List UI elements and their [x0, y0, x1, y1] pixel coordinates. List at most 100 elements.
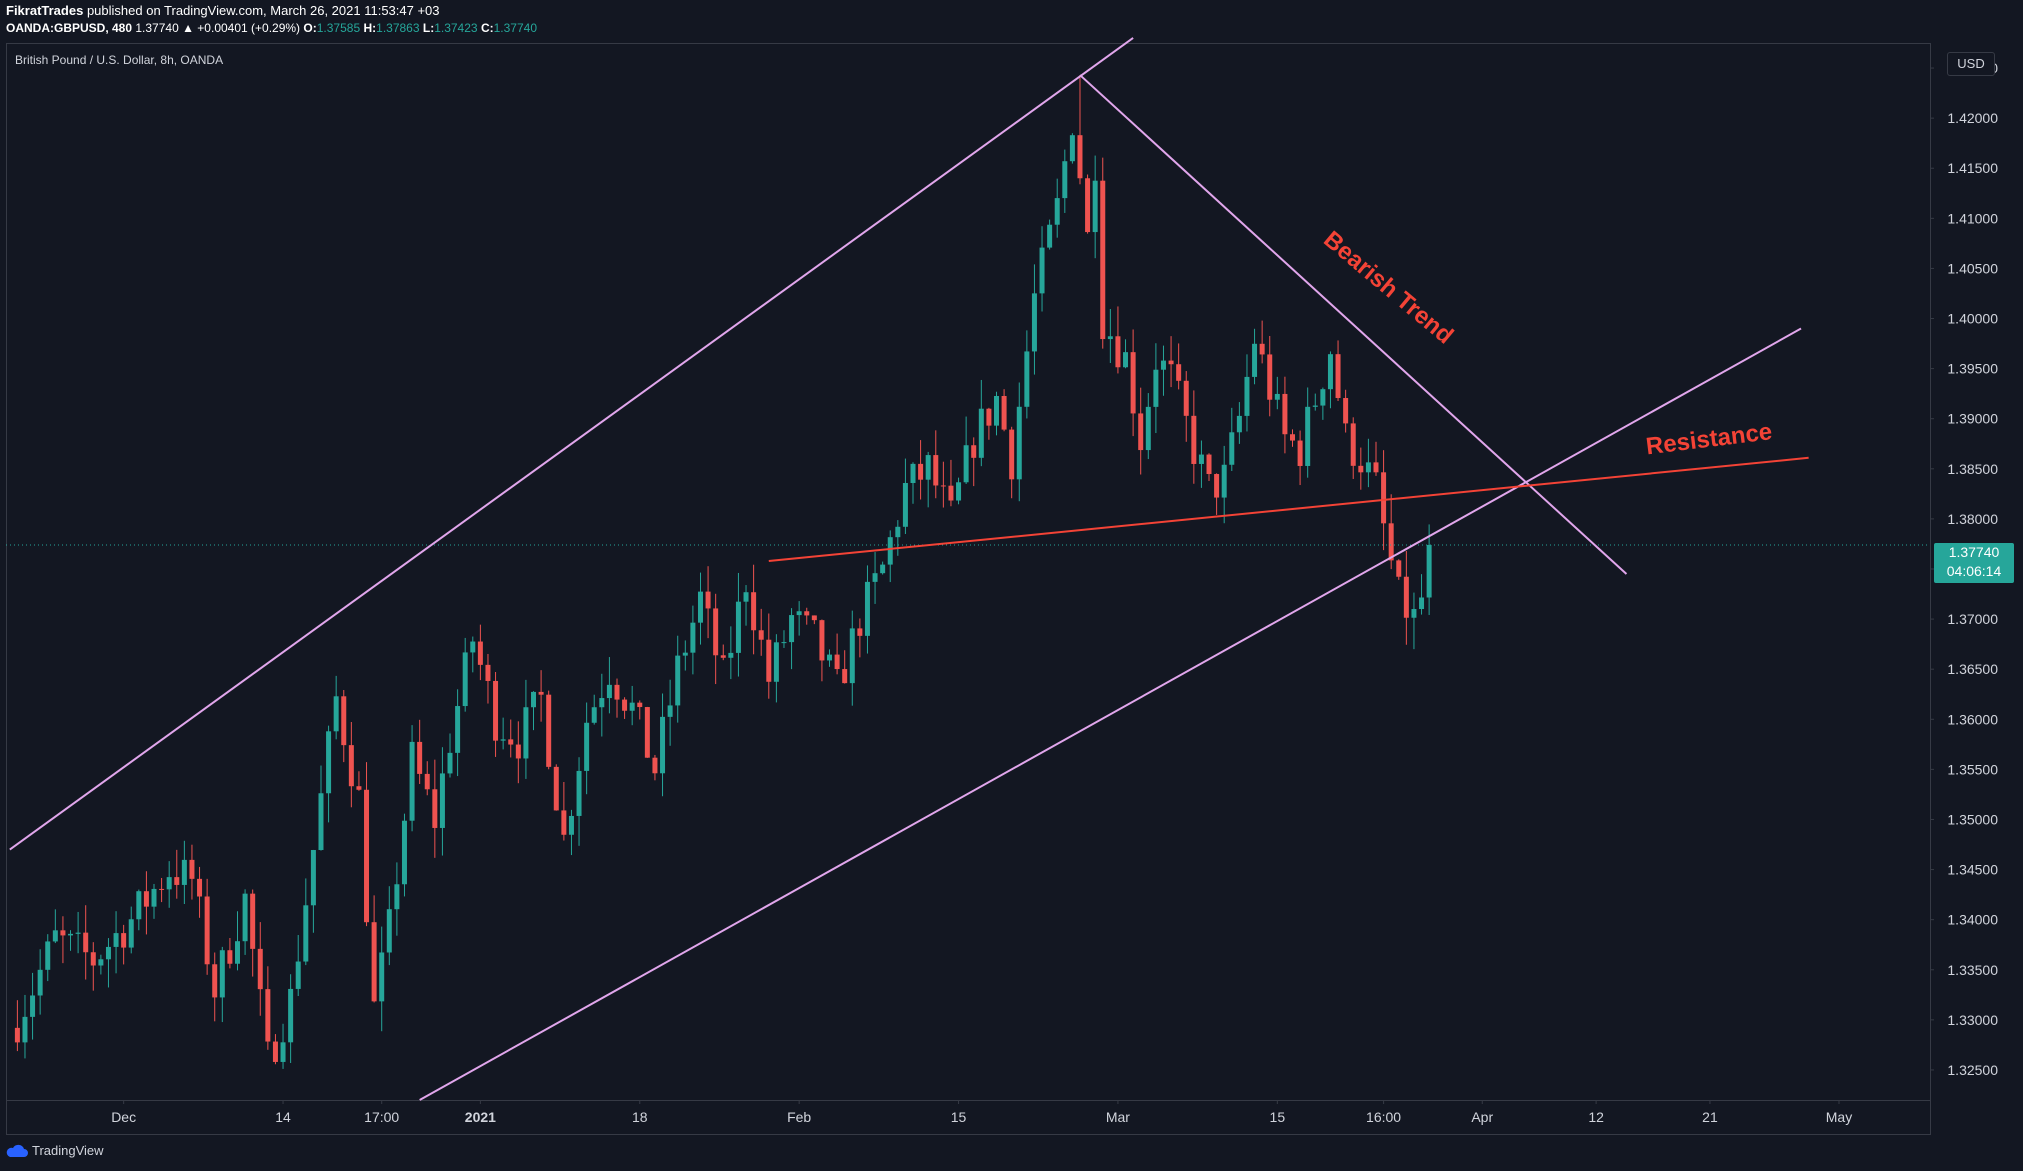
- candle-body: [1297, 440, 1303, 466]
- candle-body: [1039, 247, 1045, 294]
- price-tick-label: 1.39000: [1947, 411, 1998, 427]
- time-tick-label: Dec: [111, 1109, 136, 1125]
- candle-body: [1426, 544, 1432, 598]
- candle-body: [136, 891, 142, 920]
- candle-body: [364, 789, 370, 923]
- resistance-line[interactable]: [768, 456, 1809, 562]
- candle-body: [250, 893, 256, 949]
- price-tick-label: 1.38000: [1947, 511, 1998, 527]
- candle-body: [257, 948, 263, 990]
- candle-body: [1365, 462, 1371, 473]
- candle-body: [781, 642, 787, 644]
- candle-body: [675, 655, 681, 706]
- candle-body: [963, 445, 969, 483]
- candle-body: [508, 739, 514, 745]
- trendlines-layer[interactable]: [6, 37, 1930, 1101]
- price-tick-label: 1.33500: [1947, 962, 1998, 978]
- annotation-label: Resistance: [1644, 418, 1773, 460]
- close-value: 1.37740: [493, 21, 537, 35]
- lower-channel-line[interactable]: [419, 327, 1802, 1101]
- candle-body: [432, 789, 438, 828]
- candle-body: [113, 933, 119, 947]
- candle-body: [584, 722, 590, 771]
- candle-body: [212, 964, 218, 998]
- candle-body: [1092, 180, 1098, 233]
- candle-body: [1130, 352, 1136, 414]
- candle-body: [242, 893, 248, 942]
- candle-body: [1198, 454, 1204, 464]
- candle-body: [1054, 198, 1060, 225]
- candle-body: [326, 731, 332, 794]
- candle-body: [1320, 389, 1326, 406]
- currency-label[interactable]: USD: [1947, 52, 1995, 76]
- price-tick-label: 1.42000: [1947, 110, 1998, 126]
- candle-body: [45, 941, 51, 970]
- price-tick-label: 1.34500: [1947, 862, 1998, 878]
- candle-body: [804, 611, 810, 616]
- price-tick-label: 1.41500: [1947, 160, 1998, 176]
- candle-body: [986, 408, 992, 426]
- candle-body: [637, 702, 643, 708]
- tradingview-logo[interactable]: TradingView: [6, 1143, 104, 1158]
- author-name[interactable]: FikratTrades: [6, 3, 84, 18]
- candle-body: [386, 909, 392, 953]
- time-tick-label: 18: [632, 1109, 648, 1125]
- candle-body: [1244, 376, 1250, 416]
- candle-body: [1305, 406, 1311, 466]
- candle-body: [409, 741, 415, 821]
- time-axis[interactable]: Dec 14 17:00 2021 18 Feb 15 Mar 15 16:00 Apr 12 21 Ma…: [111, 1100, 1852, 1125]
- upper-channel-line[interactable]: [9, 37, 1134, 851]
- publish-info: FikratTrades published on TradingView.co…: [6, 3, 440, 18]
- candle-body: [789, 615, 795, 643]
- time-tick-label: Apr: [1471, 1109, 1493, 1125]
- candle-body: [318, 793, 324, 851]
- price-tick-label: 1.39500: [1947, 361, 1998, 377]
- candle-body: [1176, 364, 1182, 381]
- candle-body: [1259, 343, 1265, 355]
- candle-body: [1115, 336, 1121, 368]
- candle-body: [811, 615, 817, 621]
- candle-body: [227, 950, 233, 964]
- candle-body: [1290, 434, 1296, 441]
- candle-body: [348, 745, 354, 787]
- candle-body: [561, 810, 567, 835]
- high-value: 1.37863: [376, 21, 420, 35]
- candle-body: [128, 919, 134, 948]
- bearish-trend-line[interactable]: [1079, 74, 1628, 575]
- candle-body: [1047, 224, 1053, 248]
- candle-body: [819, 620, 825, 661]
- candle-body: [462, 652, 468, 707]
- price-tick-label: 1.41000: [1947, 210, 1998, 226]
- candle-body: [1206, 454, 1212, 475]
- cloud-icon: [6, 1144, 28, 1157]
- candle-body: [90, 952, 96, 966]
- time-tick-label: 2021: [465, 1109, 496, 1125]
- candle-body: [1343, 398, 1349, 424]
- time-tick-label: 15: [1270, 1109, 1286, 1125]
- candle-body: [857, 628, 863, 636]
- candle-body: [477, 641, 483, 665]
- price-tick-label: 1.33000: [1947, 1012, 1998, 1028]
- candle-body: [1214, 474, 1220, 498]
- price-axis[interactable]: 1.425001.420001.415001.410001.405001.400…: [1930, 60, 1998, 1078]
- candle-body: [68, 933, 74, 936]
- time-tick-label: 17:00: [364, 1109, 399, 1125]
- annotation-label: Bearish Trend: [1318, 226, 1458, 350]
- candle-body: [864, 581, 870, 636]
- candle-body: [470, 641, 476, 653]
- candle-body: [720, 655, 726, 658]
- candle-body: [1373, 462, 1379, 473]
- candle-body: [690, 622, 696, 653]
- candle-body: [1100, 180, 1106, 340]
- candle-body: [1236, 415, 1242, 433]
- candle-body: [1077, 135, 1083, 179]
- candle-body: [234, 941, 240, 964]
- candle-body: [644, 707, 650, 758]
- candle-body: [705, 591, 711, 609]
- candle-body: [834, 654, 840, 670]
- candle-body: [827, 654, 833, 661]
- candle-body: [743, 592, 749, 602]
- chart-title: British Pound / U.S. Dollar, 8h, OANDA: [15, 53, 223, 67]
- candle-body: [143, 891, 149, 907]
